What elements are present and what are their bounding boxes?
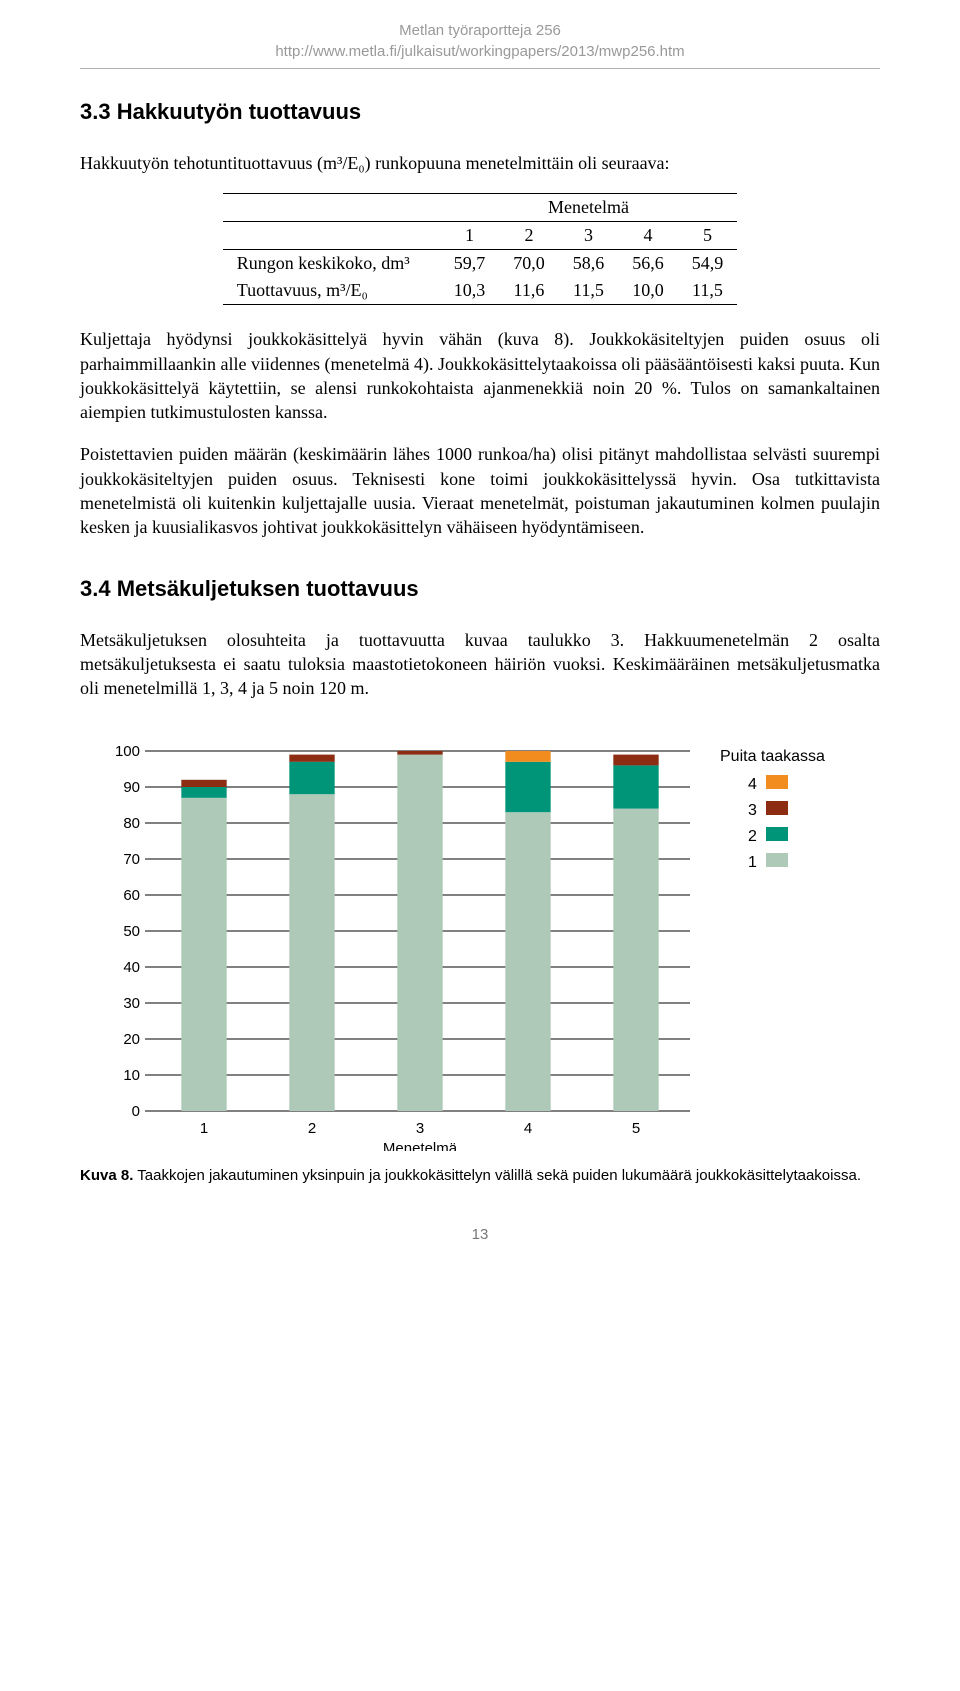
section-34-heading: 3.4 Metsäkuljetuksen tuottavuus — [80, 576, 880, 602]
svg-text:30: 30 — [123, 995, 140, 1012]
table-cell: 70,0 — [499, 250, 559, 278]
svg-text:80: 80 — [123, 815, 140, 832]
table-cell: 11,5 — [678, 277, 738, 305]
svg-text:100: 100 — [115, 743, 140, 760]
caption-text: Taakkojen jakautuminen yksinpuin ja jouk… — [133, 1167, 861, 1184]
section-34-para: Metsäkuljetuksen olosuhteita ja tuottavu… — [80, 628, 880, 701]
table-col-header: Menetelmä — [440, 194, 738, 222]
section-33-para2: Poistettavien puiden määrän (keskimäärin… — [80, 442, 880, 539]
svg-text:90: 90 — [123, 779, 140, 796]
svg-text:0: 0 — [132, 1103, 140, 1120]
section-33-intro: Hakkuutyön tehotuntituottavuus (m³/E₀) r… — [80, 151, 880, 175]
svg-text:40: 40 — [123, 959, 140, 976]
header-line1: Metlan työraportteja 256 — [80, 20, 880, 41]
svg-text:1: 1 — [200, 1120, 208, 1137]
stacked-bar-chart: 0 10 20 30 40 50 60 70 80 90 100 1 2 3 4 5 Menetelmä Puit… — [80, 731, 880, 1151]
table-col: 4 — [618, 222, 678, 250]
table-cell: 11,5 — [559, 277, 619, 305]
svg-text:Menetelmä: Menetelmä — [383, 1140, 458, 1151]
svg-text:4: 4 — [524, 1120, 532, 1137]
table-cell: 10,3 — [440, 277, 500, 305]
header-line2: http://www.metla.fi/julkaisut/workingpap… — [80, 41, 880, 62]
figure-caption: Kuva 8. Taakkojen jakautuminen yksinpuin… — [80, 1165, 880, 1186]
section-33-para1: Kuljettaja hyödynsi joukkokäsittelyä hyv… — [80, 327, 880, 424]
svg-text:50: 50 — [123, 923, 140, 940]
table-cell: 54,9 — [678, 250, 738, 278]
table-col: 5 — [678, 222, 738, 250]
caption-lead: Kuva 8. — [80, 1167, 133, 1184]
table-blank-cell — [223, 222, 440, 250]
table-col: 3 — [559, 222, 619, 250]
table-blank-cell — [223, 194, 440, 222]
svg-text:20: 20 — [123, 1031, 140, 1048]
header-rule — [80, 68, 880, 69]
svg-text:2: 2 — [308, 1120, 316, 1137]
svg-text:Puita taakassa: Puita taakassa — [720, 748, 825, 765]
svg-text:1: 1 — [748, 854, 757, 871]
section-33-heading: 3.3 Hakkuutyön tuottavuus — [80, 99, 880, 125]
page-number: 13 — [80, 1226, 880, 1243]
doc-header: Metlan työraportteja 256 http://www.metl… — [80, 20, 880, 62]
chart-svg: 0 10 20 30 40 50 60 70 80 90 100 1 2 3 4 5 Menetelmä Puit… — [80, 731, 880, 1151]
table-cell: 11,6 — [499, 277, 559, 305]
table-cell: 10,0 — [618, 277, 678, 305]
table-cell: 59,7 — [440, 250, 500, 278]
svg-text:10: 10 — [123, 1067, 140, 1084]
svg-text:70: 70 — [123, 851, 140, 868]
svg-text:3: 3 — [748, 802, 757, 819]
table-cell: 56,6 — [618, 250, 678, 278]
table-row-label: Tuottavuus, m³/E₀ — [223, 277, 440, 305]
svg-text:2: 2 — [748, 828, 757, 845]
table-col: 1 — [440, 222, 500, 250]
svg-text:4: 4 — [748, 776, 757, 793]
svg-text:3: 3 — [416, 1120, 424, 1137]
table-col: 2 — [499, 222, 559, 250]
table-cell: 58,6 — [559, 250, 619, 278]
svg-text:5: 5 — [632, 1120, 640, 1137]
method-table: Menetelmä 1 2 3 4 5 Rungon keskikoko, dm… — [223, 193, 737, 305]
table-row-label: Rungon keskikoko, dm³ — [223, 250, 440, 278]
svg-text:60: 60 — [123, 887, 140, 904]
